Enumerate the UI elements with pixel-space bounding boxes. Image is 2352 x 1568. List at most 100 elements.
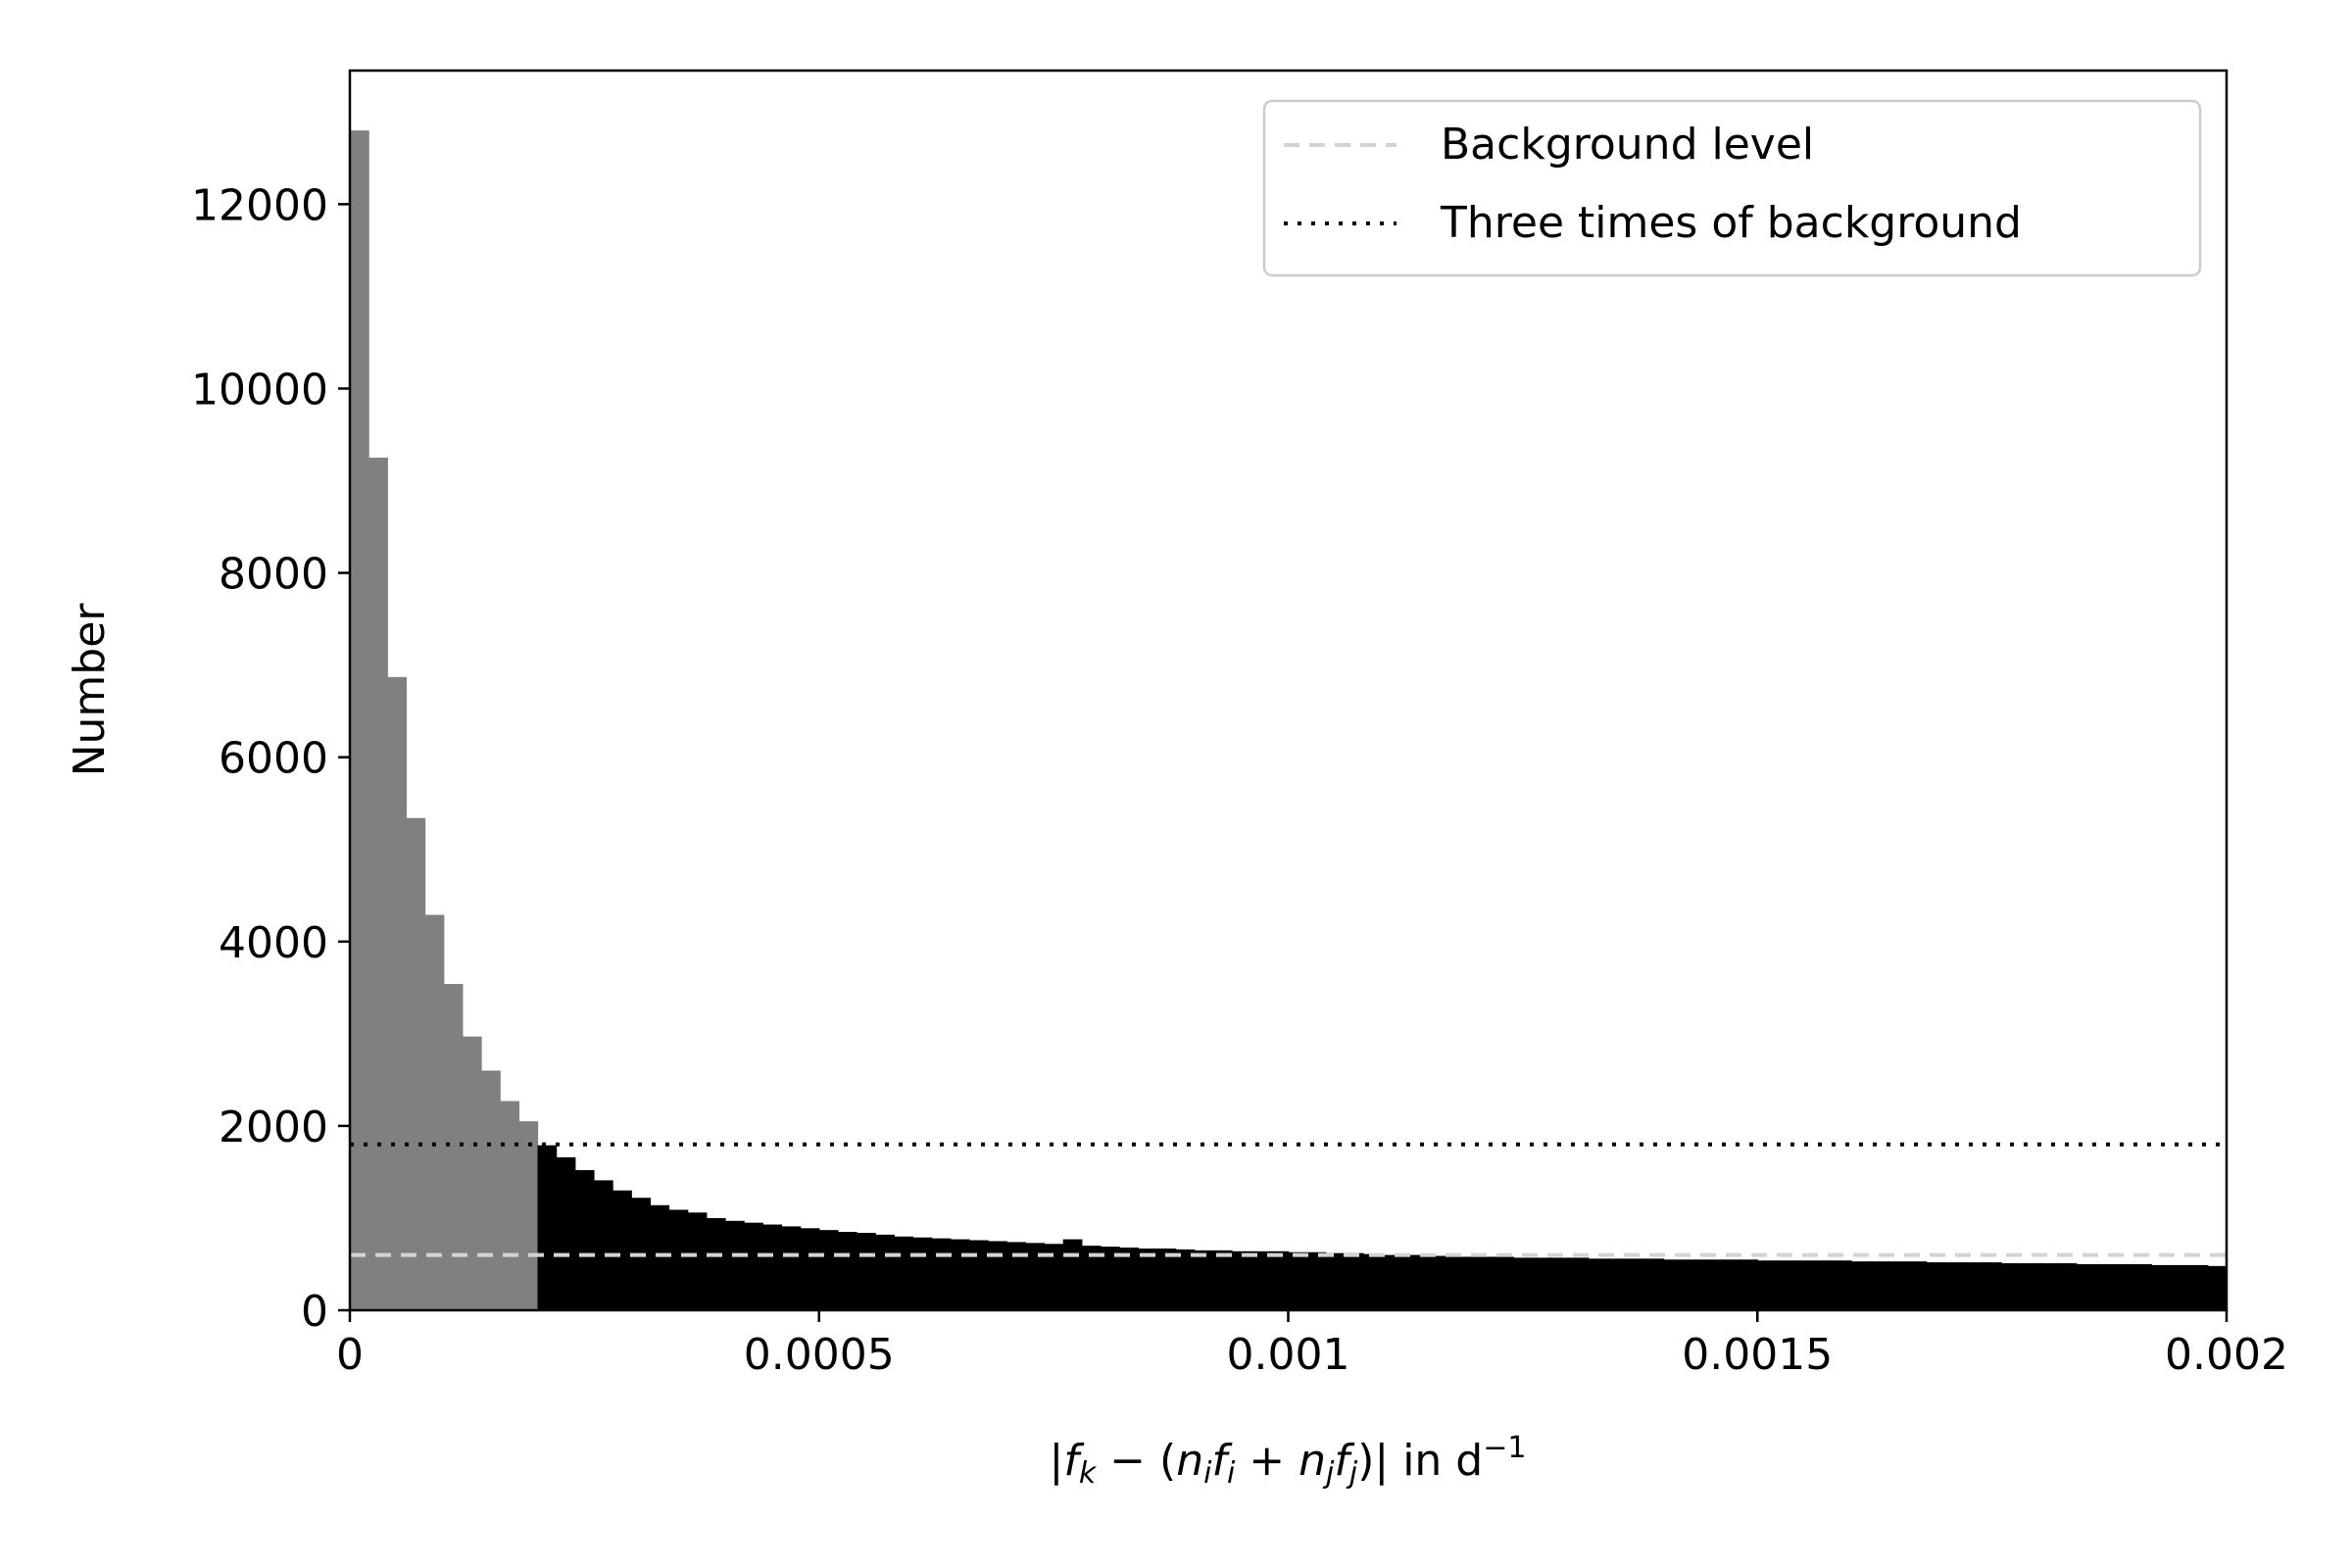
- histogram-bar: [1288, 1251, 1308, 1310]
- histogram-bar: [1344, 1252, 1364, 1310]
- histogram-bar: [950, 1239, 970, 1310]
- histogram-bar: [2151, 1264, 2172, 1310]
- histogram-bar: [1194, 1250, 1214, 1310]
- histogram-bar: [1663, 1259, 1684, 1310]
- histogram-bar: [537, 1145, 558, 1310]
- histogram-bar: [1419, 1255, 1440, 1310]
- histogram-bar: [2020, 1263, 2040, 1310]
- histogram-bar: [424, 914, 445, 1310]
- x-axis-ticks: 0 0.0005 0.001 0.0015 0.002: [336, 1310, 2288, 1380]
- histogram-bar: [2094, 1263, 2115, 1310]
- histogram-bar: [912, 1237, 933, 1310]
- histogram-bar: [1101, 1247, 1120, 1310]
- legend-label-background: Background level: [1441, 120, 1814, 170]
- histogram-bar: [762, 1224, 783, 1310]
- histogram-bar: [1250, 1250, 1270, 1310]
- histogram-bar: [650, 1204, 670, 1310]
- histogram-bar: [1325, 1252, 1346, 1310]
- x-tick-label: 0.0005: [744, 1330, 895, 1380]
- histogram-bars: [350, 130, 2228, 1310]
- histogram-bar: [387, 676, 408, 1310]
- histogram-bar: [574, 1170, 595, 1310]
- histogram-bar: [1851, 1261, 1871, 1310]
- histogram-bar: [1175, 1249, 1196, 1310]
- histogram-bar: [1456, 1256, 1477, 1310]
- legend: Background level Three times of backgrou…: [1262, 99, 2202, 277]
- histogram-bar: [500, 1101, 519, 1310]
- histogram-bar: [988, 1241, 1007, 1310]
- x-tick-label: 0.002: [2165, 1330, 2288, 1380]
- histogram-bar: [1626, 1258, 1645, 1310]
- y-axis-label: Number: [65, 603, 115, 777]
- histogram-bar: [2076, 1263, 2096, 1310]
- histogram-bar: [1532, 1257, 1552, 1310]
- histogram-bar: [2038, 1263, 2059, 1310]
- histogram-bar: [2170, 1264, 2190, 1310]
- histogram-bar: [1438, 1255, 1458, 1310]
- x-axis-label: |fk − (nifi + njfj)| in d−1: [1050, 1431, 1527, 1491]
- histogram-bar: [406, 817, 426, 1310]
- histogram-bar: [2114, 1263, 2133, 1310]
- histogram-bar: [1513, 1257, 1534, 1310]
- histogram-bar: [857, 1233, 876, 1310]
- x-tick-label: 0.0015: [1682, 1330, 1833, 1380]
- histogram-bar: [1719, 1259, 1740, 1310]
- y-tick-label: 8000: [219, 550, 328, 600]
- histogram-bar: [1363, 1253, 1383, 1310]
- histogram-bar: [1006, 1242, 1026, 1310]
- histogram-bar: [2057, 1263, 2078, 1310]
- histogram-bar: [1044, 1244, 1064, 1310]
- histogram-bar: [593, 1180, 613, 1310]
- histogram-bar: [1944, 1262, 1965, 1310]
- x-tick-label: 0.001: [1227, 1330, 1350, 1380]
- histogram-bar: [1306, 1251, 1327, 1310]
- histogram-bar: [1888, 1261, 1909, 1310]
- histogram-bar: [1588, 1258, 1608, 1310]
- histogram-bar: [443, 984, 464, 1310]
- x-tick-label: 0: [336, 1330, 364, 1380]
- histogram-bar: [2207, 1265, 2228, 1310]
- histogram-bar: [1739, 1259, 1758, 1310]
- histogram-bar: [687, 1212, 708, 1310]
- histogram-bar: [725, 1220, 745, 1310]
- histogram-bar: [462, 1036, 482, 1310]
- histogram-bar: [1400, 1254, 1421, 1310]
- histogram-bar: [2188, 1264, 2209, 1310]
- legend-label-three-times: Three times of background: [1440, 198, 2022, 248]
- y-tick-label: 12000: [191, 180, 328, 230]
- histogram-bar: [1607, 1258, 1627, 1310]
- histogram-bar: [931, 1238, 952, 1310]
- histogram-bar: [556, 1156, 576, 1310]
- histogram-bar: [368, 458, 388, 1310]
- histogram-bar: [818, 1230, 839, 1310]
- y-tick-label: 10000: [191, 365, 328, 415]
- histogram-bar: [2001, 1263, 2021, 1310]
- y-axis-ticks: 0 2000 4000 6000 8000 10000 12000: [191, 180, 350, 1337]
- reference-lines: [350, 1142, 2227, 1257]
- histogram-bar: [1757, 1260, 1777, 1310]
- histogram-bar: [875, 1234, 895, 1310]
- histogram-bar: [1269, 1250, 1290, 1310]
- histogram-bar: [1963, 1262, 1984, 1310]
- histogram-bar: [800, 1228, 820, 1310]
- histogram-bar: [837, 1232, 858, 1310]
- histogram-bar: [744, 1222, 763, 1310]
- histogram-bar: [612, 1190, 632, 1310]
- histogram-bar: [1813, 1260, 1834, 1310]
- histogram-bar: [1926, 1262, 1946, 1310]
- legend-box: [1262, 99, 2202, 277]
- histogram-bar: [1025, 1243, 1046, 1310]
- y-tick-label: 6000: [219, 734, 328, 784]
- histogram-bar: [1232, 1250, 1251, 1310]
- histogram-bar: [1156, 1248, 1177, 1310]
- histogram-bar: [1700, 1259, 1721, 1310]
- histogram-bar: [1550, 1257, 1571, 1310]
- histogram-bar: [1138, 1248, 1158, 1310]
- histogram-bar: [481, 1070, 501, 1310]
- histogram-bar: [1569, 1257, 1590, 1310]
- y-tick-label: 4000: [219, 918, 328, 968]
- histogram-bar: [894, 1236, 914, 1310]
- histogram-bar: [1081, 1246, 1102, 1310]
- histogram-bar: [1494, 1256, 1514, 1310]
